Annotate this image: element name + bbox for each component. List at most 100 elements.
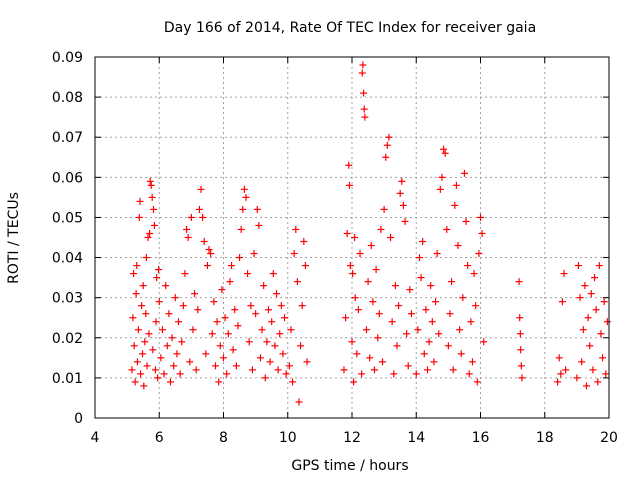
data-point bbox=[573, 374, 581, 382]
y-tick-label: 0.04 bbox=[52, 251, 83, 267]
data-point bbox=[375, 310, 383, 318]
axis-ticks bbox=[94, 56, 610, 419]
data-point bbox=[290, 250, 298, 258]
data-point bbox=[160, 370, 168, 378]
data-point bbox=[390, 370, 398, 378]
data-point bbox=[260, 282, 268, 290]
data-point bbox=[151, 366, 159, 374]
data-point bbox=[600, 298, 608, 306]
y-tick-label: 0.03 bbox=[52, 291, 83, 307]
data-point bbox=[350, 378, 358, 386]
data-point bbox=[578, 358, 586, 366]
data-point bbox=[420, 350, 428, 358]
data-point bbox=[562, 366, 570, 374]
y-tick-label: 0 bbox=[74, 411, 83, 427]
data-point bbox=[218, 286, 226, 294]
data-point bbox=[440, 145, 448, 153]
data-point bbox=[554, 378, 562, 386]
data-point bbox=[152, 318, 160, 326]
data-point bbox=[142, 310, 150, 318]
data-point bbox=[574, 262, 582, 270]
data-point bbox=[372, 266, 380, 274]
data-point bbox=[478, 229, 486, 237]
y-tick-label: 0.02 bbox=[52, 331, 83, 347]
data-point bbox=[407, 310, 415, 318]
x-tick-label: 12 bbox=[343, 430, 361, 446]
data-point bbox=[252, 310, 260, 318]
data-point bbox=[441, 149, 449, 157]
y-tick-labels: 0 0.01 0.02 0.03 0.04 0.05 0.06 0.07 0.08 0.09 bbox=[52, 50, 83, 427]
data-point bbox=[343, 229, 351, 237]
data-point bbox=[459, 294, 467, 302]
data-point bbox=[194, 306, 202, 314]
data-point bbox=[136, 197, 144, 205]
data-point bbox=[234, 322, 242, 330]
data-point bbox=[292, 225, 300, 233]
data-point bbox=[428, 318, 436, 326]
data-point bbox=[133, 358, 141, 366]
data-point bbox=[419, 238, 427, 246]
data-point bbox=[345, 181, 353, 189]
x-tick-label: 20 bbox=[600, 430, 618, 446]
data-point bbox=[452, 181, 460, 189]
data-point bbox=[229, 346, 237, 354]
data-point bbox=[301, 262, 309, 270]
data-point bbox=[583, 382, 591, 390]
data-point bbox=[274, 366, 282, 374]
data-point bbox=[398, 177, 406, 185]
y-tick-label: 0.05 bbox=[52, 210, 83, 226]
data-point bbox=[154, 374, 162, 382]
data-point bbox=[592, 306, 600, 314]
data-point bbox=[406, 286, 414, 294]
data-point bbox=[231, 306, 239, 314]
data-point bbox=[374, 334, 382, 342]
data-point bbox=[435, 330, 443, 338]
data-point bbox=[297, 342, 305, 350]
data-point bbox=[366, 354, 374, 362]
data-point bbox=[147, 181, 155, 189]
data-point bbox=[208, 330, 216, 338]
data-point bbox=[263, 338, 271, 346]
data-point bbox=[142, 254, 150, 262]
data-point bbox=[186, 358, 194, 366]
data-point bbox=[179, 302, 187, 310]
data-point bbox=[370, 366, 378, 374]
data-point bbox=[591, 274, 599, 282]
data-point bbox=[155, 298, 163, 306]
data-point bbox=[146, 177, 154, 185]
data-point bbox=[403, 330, 411, 338]
data-point bbox=[436, 185, 444, 193]
data-point bbox=[517, 346, 525, 354]
chart-title: Day 166 of 2014, Rate Of TEC Index for r… bbox=[164, 20, 536, 36]
data-point bbox=[362, 326, 370, 334]
data-point bbox=[138, 302, 146, 310]
data-point bbox=[348, 338, 356, 346]
data-point bbox=[181, 270, 189, 278]
data-point bbox=[155, 266, 163, 274]
data-point bbox=[199, 213, 207, 221]
data-point bbox=[191, 290, 199, 298]
data-point bbox=[475, 250, 483, 258]
data-point bbox=[192, 366, 200, 374]
data-point bbox=[277, 302, 285, 310]
data-point bbox=[300, 238, 308, 246]
data-point bbox=[183, 225, 191, 233]
data-point bbox=[268, 318, 276, 326]
data-point bbox=[148, 193, 156, 201]
data-point bbox=[433, 250, 441, 258]
y-tick-label: 0.09 bbox=[52, 50, 83, 66]
data-point bbox=[216, 342, 224, 350]
data-point bbox=[464, 262, 472, 270]
x-axis-label: GPS time / hours bbox=[291, 458, 408, 474]
data-point bbox=[460, 169, 468, 177]
data-point bbox=[359, 61, 367, 69]
data-point bbox=[603, 318, 611, 326]
data-point bbox=[195, 205, 203, 213]
data-point bbox=[369, 298, 377, 306]
data-point bbox=[379, 358, 387, 366]
data-point bbox=[131, 378, 139, 386]
data-point bbox=[253, 205, 261, 213]
data-point bbox=[451, 201, 459, 209]
data-point bbox=[354, 306, 362, 314]
data-point bbox=[150, 221, 158, 229]
